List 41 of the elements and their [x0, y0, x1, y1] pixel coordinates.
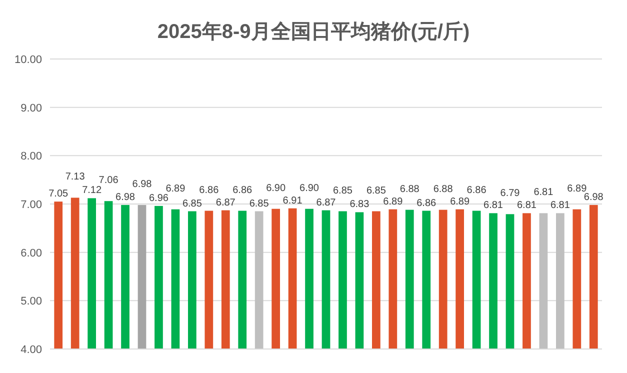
data-label: 6.85 — [332, 185, 353, 196]
data-label: 6.79 — [500, 188, 520, 200]
data-label: 6.81 — [516, 200, 537, 212]
data-label: 6.87 — [216, 197, 236, 208]
data-label: 6.81 — [484, 200, 504, 212]
data-label: 6.90 — [300, 182, 320, 194]
data-label: 6.85 — [366, 185, 386, 196]
data-label: 6.86 — [199, 184, 220, 196]
data-label: 6.98 — [132, 178, 152, 190]
y-tick-label: 10.00 — [14, 54, 42, 66]
data-label: 6.96 — [148, 192, 169, 204]
y-tick-label: 8.00 — [20, 150, 42, 163]
data-label: 6.90 — [266, 182, 286, 194]
data-label: 6.85 — [182, 198, 202, 210]
y-tick-label: 5.00 — [20, 296, 42, 308]
data-label: 6.85 — [249, 198, 270, 210]
data-label: 6.87 — [316, 197, 336, 208]
chart-title: 2025年8-9月全国日平均猪价(元/斤) — [157, 20, 470, 43]
data-label: 7.13 — [65, 172, 86, 183]
data-label: 7.05 — [48, 188, 69, 200]
y-tick-label: 4.00 — [20, 344, 42, 356]
data-label: 6.86 — [466, 184, 487, 196]
data-label: 6.89 — [383, 196, 404, 208]
data-label: 6.89 — [450, 196, 470, 208]
data-label: 7.06 — [98, 175, 119, 186]
data-label: 6.98 — [116, 192, 136, 203]
data-label: 6.89 — [567, 183, 588, 194]
data-label: 6.89 — [166, 183, 186, 194]
data-label: 6.83 — [350, 199, 370, 210]
data-label: 6.98 — [584, 192, 604, 203]
y-tick-label: 6.00 — [20, 247, 42, 260]
data-label: 6.86 — [232, 184, 253, 196]
data-label: 6.88 — [400, 184, 420, 195]
data-label: 7.12 — [82, 185, 102, 196]
data-label: 6.86 — [416, 198, 437, 209]
data-label: 6.88 — [433, 184, 454, 195]
data-label: 6.81 — [534, 187, 554, 198]
data-label: 6.81 — [550, 200, 570, 212]
y-tick-label: 7.00 — [20, 199, 42, 211]
data-label: 6.91 — [282, 195, 303, 206]
y-tick-label: 9.00 — [20, 102, 42, 114]
